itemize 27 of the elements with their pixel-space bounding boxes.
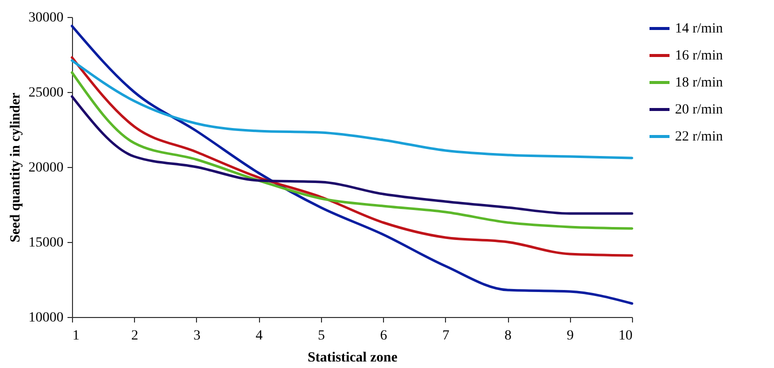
line-series [70,56,634,257]
legend-label: 14 r/min [675,22,723,36]
line-series [70,71,634,230]
x-tick-label: 5 [318,328,325,344]
line-series [70,95,634,215]
x-tick-label: 6 [380,328,388,344]
y-tick-label: 15000 [28,236,64,250]
x-tick-label: 4 [256,328,263,344]
x-tick-label: 9 [566,328,574,344]
legend-label: 22 r/min [675,130,723,144]
legend-label: 18 r/min [675,76,723,90]
x-tick-label: 1 [72,328,80,344]
x-tick-label: 10 [618,328,632,344]
y-tick-label: 20000 [28,160,64,176]
legend-label: 16 r/min [675,48,723,64]
x-axis-title: Statistical zone [308,350,398,366]
line-series [70,24,634,305]
y-tick-label: 25000 [28,86,64,100]
x-tick-label: 3 [193,328,200,344]
y-tick-label: 30000 [28,10,64,26]
x-tick-label: 7 [442,328,450,344]
x-tick-label: 8 [504,328,512,344]
y-tick-label: 10000 [28,310,64,326]
x-tick-label: 2 [131,328,138,344]
line-series [70,59,634,160]
y-axis-title: Seed quantity in cylinder [8,92,24,242]
legend-label: 20 r/min [675,102,723,118]
